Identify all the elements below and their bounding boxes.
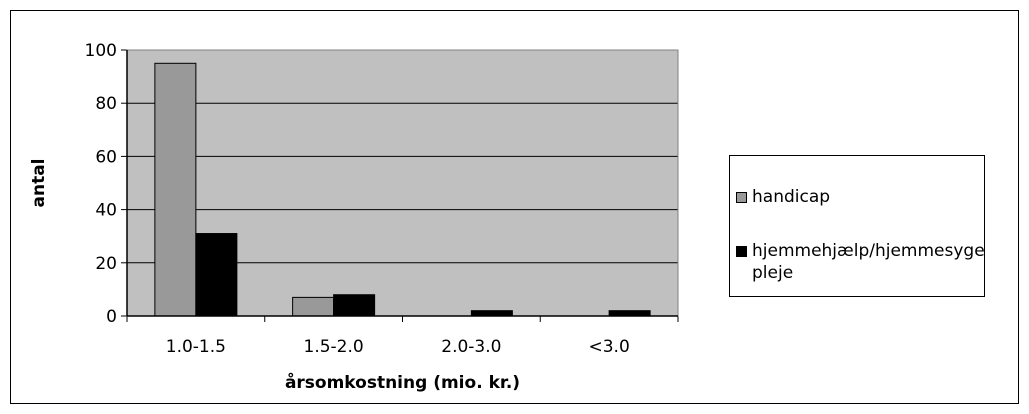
x-tick-label: 1.0-1.5 xyxy=(166,337,226,357)
y-tick-labels: 0 20 40 60 80 100 xyxy=(85,41,117,327)
y-tick-label: 100 xyxy=(85,41,117,61)
bar-handicap xyxy=(292,296,335,317)
bars xyxy=(154,62,651,317)
y-tick-label: 0 xyxy=(106,307,117,327)
legend-swatch-hjemmehjaelp xyxy=(736,246,747,257)
bar-hjemmehjaelp xyxy=(195,233,238,317)
x-tick-label: 1.5-2.0 xyxy=(304,337,364,357)
legend-entry-hjemmehjaelp: hjemmehjælp/hjemmesygepleje xyxy=(736,240,988,284)
legend-label-handicap: handicap xyxy=(752,187,831,207)
legend-swatch-handicap xyxy=(736,192,747,203)
axes xyxy=(121,49,679,322)
bar-hjemmehjaelp xyxy=(470,310,513,317)
x-tick-label: 2.0-3.0 xyxy=(441,337,501,357)
bar-hjemmehjaelp xyxy=(333,294,376,317)
y-axis-title: antal xyxy=(29,159,49,208)
bar-hjemmehjaelp xyxy=(608,310,651,317)
bar-handicap xyxy=(154,62,197,317)
y-tick-label: 40 xyxy=(95,201,117,221)
x-tick-labels: 1.0-1.5 1.5-2.0 2.0-3.0 <3.0 xyxy=(166,337,630,357)
legend-label-hjemmehjaelp: hjemmehjælp/hjemmesygepleje xyxy=(752,241,985,283)
legend-entry-handicap: handicap xyxy=(736,186,988,208)
x-tick-label: <3.0 xyxy=(588,337,629,357)
x-axis-title: årsomkostning (mio. kr.) xyxy=(285,371,520,393)
y-tick-label: 80 xyxy=(95,94,117,114)
legend: handicap hjemmehjælp/hjemmesygepleje xyxy=(729,155,985,297)
y-tick-label: 60 xyxy=(95,147,117,167)
y-tick-label: 20 xyxy=(95,254,117,274)
